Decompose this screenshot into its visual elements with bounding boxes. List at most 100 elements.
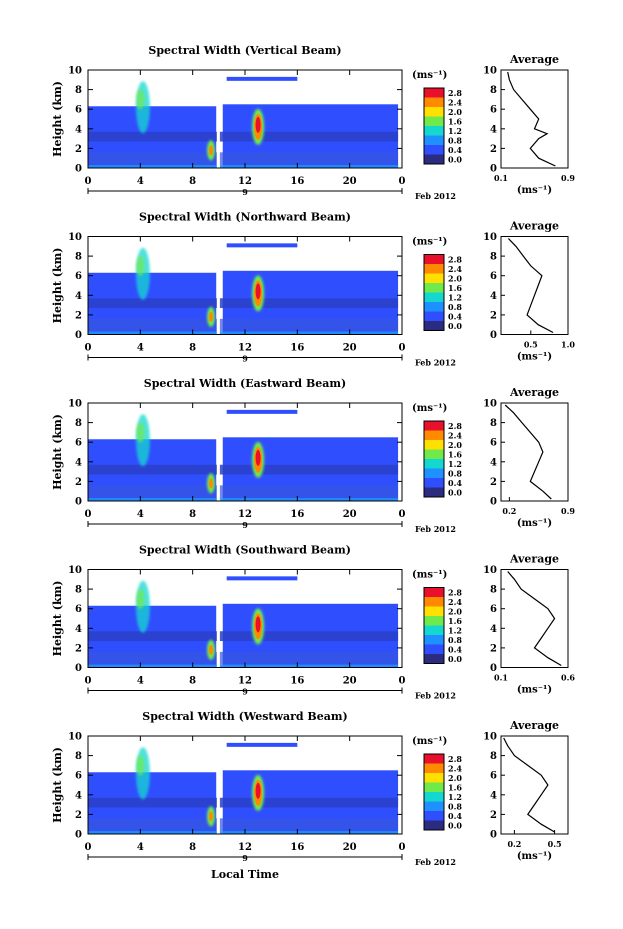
- y-tick-label: 8: [75, 585, 82, 596]
- x-tick-label: 0: [85, 842, 92, 853]
- colorbar-segment: [424, 116, 444, 127]
- x-tick-label: 20: [343, 842, 357, 853]
- y-tick-label: 0: [75, 663, 82, 674]
- profile-line: [507, 238, 554, 334]
- heatmap-cell-orange: [208, 811, 213, 822]
- profile-y-tick-label: 6: [490, 438, 497, 449]
- profile-x-tick-label: 0.1: [494, 673, 508, 683]
- colorbar-tick-label: 0.0: [448, 321, 462, 331]
- y-tick-label: 2: [75, 643, 82, 654]
- profile-y-tick-label: 6: [490, 771, 497, 782]
- colorbar-tick-label: 0.0: [448, 487, 462, 497]
- colorbar-segment: [424, 430, 444, 441]
- x-tick-label: 0: [85, 676, 92, 687]
- heatmap-dark-band: [88, 131, 399, 142]
- colorbar-segment: [424, 478, 444, 488]
- profile-y-tick-label: 8: [490, 585, 497, 596]
- x-tick-label: 0: [399, 343, 406, 354]
- profile-x-tick-label: 0.5: [524, 340, 538, 350]
- colorbar-tick-label: 0.8: [448, 801, 462, 811]
- x-tick-label: 8: [189, 343, 196, 354]
- y-axis-label: Height (km): [51, 414, 64, 490]
- x-tick-label: 20: [343, 676, 357, 687]
- profile-x-axis-label: (ms⁻¹): [517, 851, 552, 862]
- heatmap-top-patch: [226, 76, 298, 81]
- colorbar-tick-label: 2.8: [448, 754, 462, 764]
- colorbar-tick-label: 0.8: [448, 635, 462, 645]
- panel-title: Spectral Width (Southward Beam): [139, 544, 351, 557]
- profile-y-tick-label: 0: [490, 330, 497, 341]
- x-tick-label: 12: [238, 343, 252, 354]
- profile-frame: [500, 402, 569, 502]
- heatmap-plume-green: [136, 755, 145, 776]
- colorbar-segment: [424, 654, 444, 664]
- profile-y-tick-label: 10: [483, 66, 497, 77]
- profile-y-tick-label: 2: [490, 643, 497, 654]
- colorbar-tick-label: 2.0: [448, 773, 462, 783]
- colorbar-segment: [424, 126, 444, 136]
- colorbar-segment: [424, 606, 444, 617]
- profile-y-tick-label: 10: [483, 732, 497, 743]
- profile-x-tick-label: 0.5: [548, 839, 562, 849]
- profile-line: [503, 737, 555, 833]
- heatmap-surface-band: [88, 831, 399, 834]
- panel-4: Spectral Width (Westward Beam) 0 2 4 6 8 10 Hei…: [51, 710, 569, 867]
- colorbar-tick-label: 1.6: [448, 616, 462, 626]
- profile-y-tick-label: 6: [490, 604, 497, 615]
- x-tick-label: 8: [189, 842, 196, 853]
- heatmap-surface-band: [88, 331, 399, 335]
- colorbar-unit: (ms⁻¹): [412, 237, 447, 248]
- colorbar-segment: [424, 773, 444, 783]
- profile-x-axis-label: (ms⁻¹): [517, 185, 552, 196]
- profile-y-tick-label: 0: [490, 497, 497, 508]
- heatmap-top-patch: [226, 576, 298, 581]
- x-tick-label: 16: [290, 176, 304, 187]
- panel-3: Spectral Width (Southward Beam) 0 2 4 6 8 10 He…: [51, 544, 575, 701]
- heatmap-data-gap: [216, 71, 220, 168]
- colorbar-segment: [424, 264, 444, 274]
- x-tick-label: 8: [189, 176, 196, 187]
- panel-1: Spectral Width (Northward Beam) 0 2 4 6 8 10 He…: [51, 211, 575, 368]
- profile-line: [507, 571, 562, 667]
- colorbar-segment: [424, 97, 444, 108]
- panel-title: Spectral Width (Eastward Beam): [144, 377, 346, 390]
- colorbar-tick-label: 1.6: [448, 116, 462, 126]
- y-tick-label: 10: [68, 399, 82, 410]
- profile-frame: [500, 236, 569, 335]
- heatmap-low-band: [88, 818, 399, 832]
- colorbar-segment: [424, 273, 444, 284]
- y-tick-label: 0: [75, 497, 82, 508]
- colorbar-segment: [424, 302, 444, 312]
- y-tick-label: 10: [68, 732, 82, 743]
- x-tick-label: 12: [238, 676, 252, 687]
- date-label: Feb 2012: [415, 691, 456, 701]
- panel-2: Spectral Width (Eastward Beam) 0 2 4 6 8 10 Hei…: [51, 377, 575, 534]
- y-tick-label: 2: [75, 144, 82, 155]
- colorbar-tick-label: 0.4: [448, 811, 462, 821]
- profile-y-tick-label: 0: [490, 663, 497, 674]
- colorbar-segment: [424, 88, 444, 98]
- profile-frame: [500, 735, 569, 835]
- heatmap-plume-green: [136, 588, 145, 609]
- heatmap-core-red: [255, 449, 261, 466]
- colorbar-tick-label: 2.8: [448, 254, 462, 264]
- y-tick-label: 4: [75, 457, 82, 468]
- heatmap-top-patch: [226, 742, 298, 747]
- profile-y-tick-label: 0: [490, 164, 497, 175]
- colorbar-frame: [423, 587, 445, 664]
- profile-y-tick-label: 10: [483, 232, 497, 243]
- colorbar-segment: [424, 811, 444, 821]
- colorbar-segment: [424, 763, 444, 774]
- heatmap-top-patch: [226, 243, 298, 248]
- x-tick-label: 0: [85, 176, 92, 187]
- colorbar-segment: [424, 107, 444, 117]
- panel-title: Spectral Width (Westward Beam): [142, 710, 347, 723]
- profile-x-axis-label: (ms⁻¹): [517, 352, 552, 363]
- y-tick-label: 10: [68, 232, 82, 243]
- colorbar-tick-label: 1.2: [448, 625, 462, 635]
- colorbar-segment: [424, 449, 444, 460]
- colorbar-unit: (ms⁻¹): [412, 736, 447, 747]
- x-tick-label: 12: [238, 509, 252, 520]
- x-tick-label: 8: [189, 509, 196, 520]
